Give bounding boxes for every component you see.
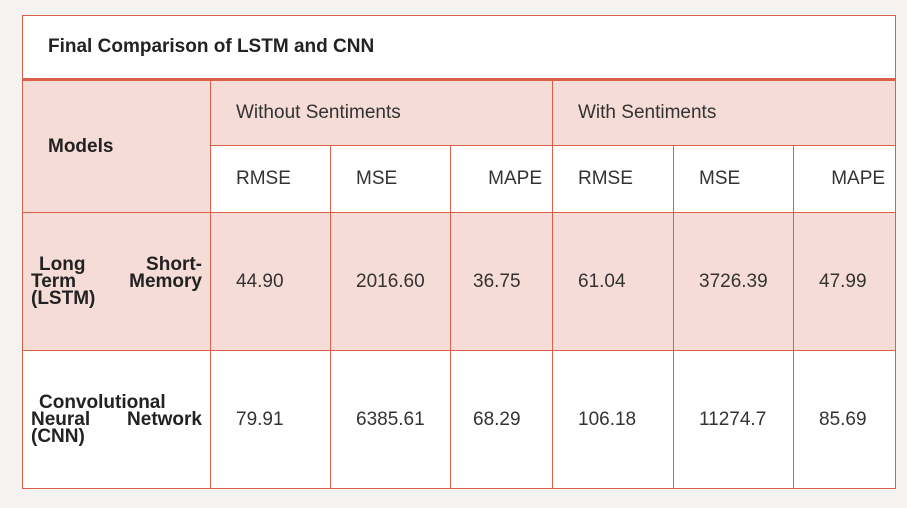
- value-cnn-mse-with: 11274.7: [673, 350, 794, 489]
- value-lstm-rmse-without: 44.90: [210, 212, 331, 351]
- value-cnn-mape-without: 68.29: [450, 350, 553, 489]
- model-label-line: (CNN): [31, 426, 85, 447]
- comparison-table-frame: Final Comparison of LSTM and CNN Models …: [21, 15, 897, 490]
- value-lstm-mape-without: 36.75: [450, 212, 553, 351]
- metric-header-rmse-with: RMSE: [552, 145, 674, 213]
- group-header-with-sentiments: With Sentiments: [551, 79, 897, 146]
- value-lstm-rmse-with: 61.04: [552, 212, 674, 351]
- comparison-table: Final Comparison of LSTM and CNN Models …: [21, 15, 897, 489]
- value-cnn-mape-with: 85.69: [792, 350, 897, 489]
- table-row-lstm: Long Short- Term Memory (LSTM) 44.90 201…: [22, 212, 897, 351]
- metric-header-mape-without: MAPE: [450, 145, 553, 213]
- models-header: Models: [22, 79, 211, 213]
- group-header-without-sentiments: Without Sentiments: [210, 79, 553, 146]
- model-label-line: Convolutional: [39, 392, 166, 413]
- model-label-line: (LSTM): [31, 288, 96, 309]
- value-lstm-mape-with: 47.99: [792, 212, 897, 351]
- model-label-line: Long Short-: [39, 254, 202, 275]
- value-cnn-rmse-with: 106.18: [552, 350, 674, 489]
- model-label-line: Term Memory: [31, 271, 202, 292]
- model-label-line: Neural Network: [31, 409, 202, 430]
- table-row-cnn: Convolutional Neural Network (CNN) 79.91…: [22, 350, 897, 489]
- metric-header-mse-with: MSE: [673, 145, 794, 213]
- model-label-lstm: Long Short- Term Memory (LSTM): [22, 212, 211, 351]
- metric-header-mse-without: MSE: [330, 145, 451, 213]
- metric-header-mape-with: MAPE: [792, 145, 897, 213]
- table-title: Final Comparison of LSTM and CNN: [21, 15, 897, 81]
- metric-header-rmse-without: RMSE: [210, 145, 331, 213]
- value-cnn-rmse-without: 79.91: [210, 350, 331, 489]
- value-lstm-mse-with: 3726.39: [673, 212, 794, 351]
- value-cnn-mse-without: 6385.61: [330, 350, 451, 489]
- model-label-cnn: Convolutional Neural Network (CNN): [22, 350, 211, 489]
- value-lstm-mse-without: 2016.60: [330, 212, 451, 351]
